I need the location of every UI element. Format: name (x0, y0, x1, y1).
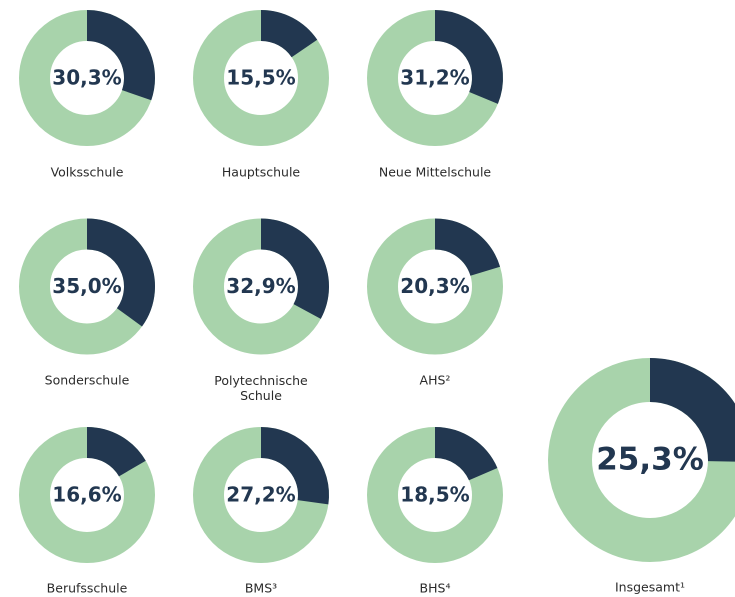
donut-segment (434, 427, 498, 482)
donut-segment (86, 10, 155, 101)
donut-segment (86, 218, 155, 327)
donut-segment (260, 218, 329, 319)
category-label: BHS⁴ (420, 581, 451, 596)
category-label: BMS³ (245, 581, 277, 596)
donut-segment (86, 427, 146, 478)
value-label: 31,2% (400, 66, 469, 90)
category-label: Polytechnische Schule (214, 373, 308, 403)
category-label: Sonderschule (45, 373, 130, 388)
value-label: 30,3% (52, 66, 121, 90)
value-label: 20,3% (400, 274, 469, 298)
value-label: 27,2% (226, 483, 295, 507)
category-label: Neue Mittelschule (379, 165, 492, 180)
value-label: 25,3% (596, 442, 704, 478)
category-label: Volksschule (51, 165, 124, 180)
category-label: Hauptschule (222, 165, 301, 180)
category-label: AHS² (420, 373, 451, 388)
value-label: 32,9% (226, 274, 295, 298)
donut-segment (649, 358, 735, 462)
value-label: 35,0% (52, 274, 121, 298)
value-label: 16,6% (52, 483, 121, 507)
value-label: 18,5% (400, 483, 469, 507)
category-label: Berufsschule (47, 581, 128, 596)
donut-segment (434, 218, 501, 277)
donut-segment (260, 10, 318, 58)
donut-segment (434, 10, 503, 104)
category-label: Insgesamt¹ (615, 580, 685, 595)
value-label: 15,5% (226, 66, 295, 90)
donut-segment (260, 427, 329, 505)
